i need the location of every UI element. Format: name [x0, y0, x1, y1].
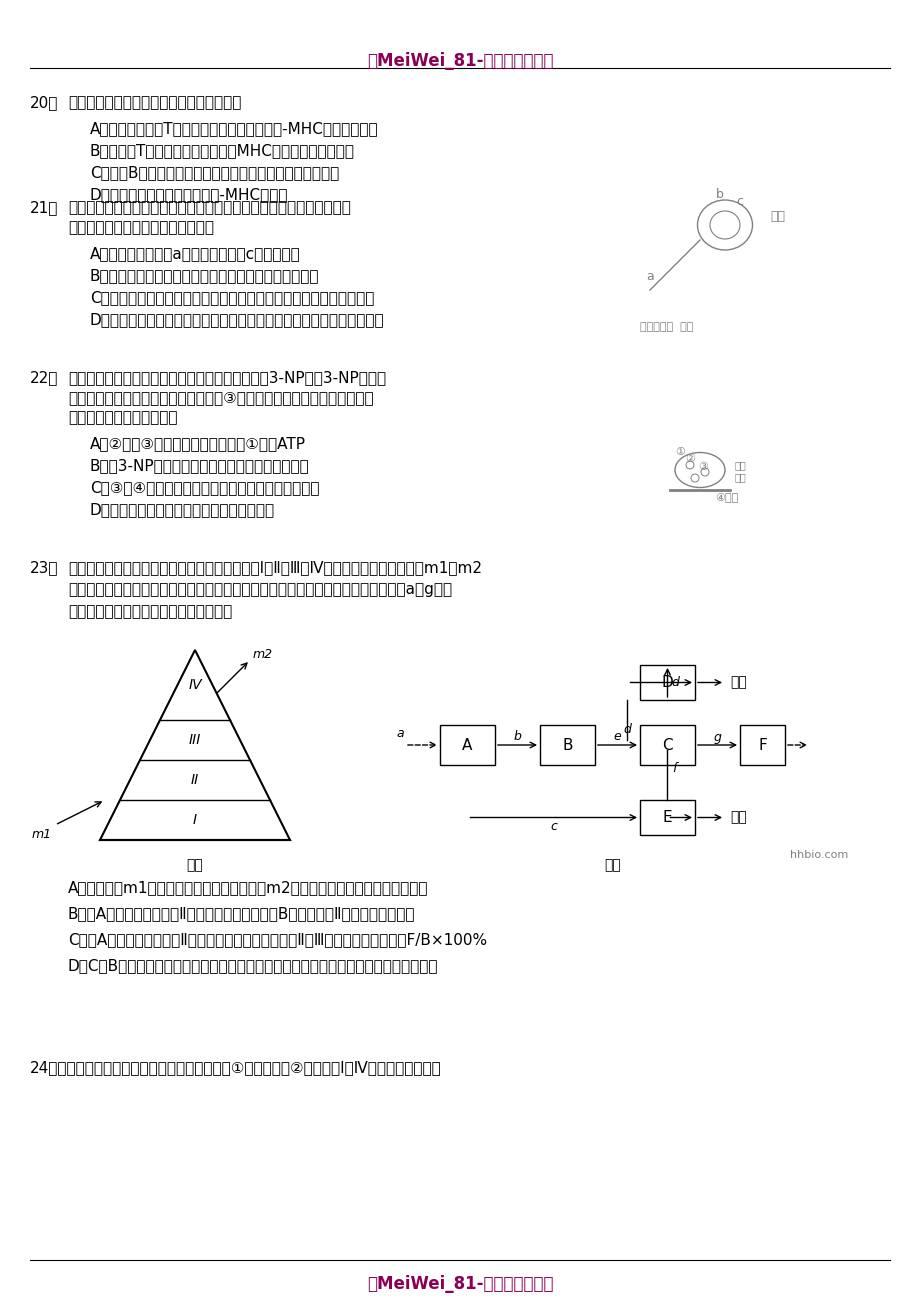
Text: f: f [672, 763, 676, 776]
Text: c: c [736, 195, 743, 208]
Text: F: F [757, 737, 766, 753]
Bar [539, 725, 595, 766]
Text: c: c [550, 819, 557, 832]
Text: 示意图。下列有关叙述正确的是（）: 示意图。下列有关叙述正确的是（） [68, 220, 214, 234]
Text: a: a [645, 270, 653, 283]
Text: A: A [462, 737, 472, 753]
Text: ④受体: ④受体 [714, 492, 737, 503]
Text: 解。下列说法正确的是（）: 解。下列说法正确的是（） [68, 410, 177, 424]
Text: 下列关于一些免疫细胞的叙述中，正确的是: 下列关于一些免疫细胞的叙述中，正确的是 [68, 95, 241, 109]
Text: b: b [715, 187, 723, 201]
Text: III: III [188, 733, 201, 747]
Text: hhbio.com: hhbio.com [789, 850, 847, 861]
Text: d: d [671, 676, 679, 689]
Bar [640, 799, 694, 835]
Text: D: D [661, 674, 673, 690]
Text: 24．用无特殊病原体的小鼠进行实验，过程如图①，结果如图②，实验中Ⅰ～Ⅳ组小鼠均感染细菌: 24．用无特殊病原体的小鼠进行实验，过程如图①，结果如图②，实验中Ⅰ～Ⅳ组小鼠均… [30, 1060, 441, 1075]
Text: C．足部突然受到伤害性刺激，随后产生痛觉属于神经系统的反射活动: C．足部突然受到伤害性刺激，随后产生痛觉属于神经系统的反射活动 [90, 290, 374, 305]
Text: B．若A表示图甲中营养级Ⅱ所摄入的全部能量，则B表示营养级Ⅱ同化固定的能量。: B．若A表示图甲中营养级Ⅱ所摄入的全部能量，则B表示营养级Ⅱ同化固定的能量。 [68, 906, 415, 921]
Text: C．成熟B淋巴细胞的致敏必须有蛋白质类抗原与膜抗体结合: C．成熟B淋巴细胞的致敏必须有蛋白质类抗原与膜抗体结合 [90, 165, 339, 180]
Text: D．胆碱酯酶的作用是降低突触后膜的兴奋性: D．胆碱酯酶的作用是降低突触后膜的兴奋性 [90, 503, 275, 517]
Text: IV: IV [188, 678, 201, 691]
Text: 20．: 20． [30, 95, 58, 109]
Text: C．③与④结合后，一定会导致突触后膜产生动作电位: C．③与④结合后，一定会导致突触后膜产生动作电位 [90, 480, 319, 495]
Text: A．图甲中，m1表示的生产者固定的太阳能，m2表示各营养级呼吸作用散失的热能: A．图甲中，m1表示的生产者固定的太阳能，m2表示各营养级呼吸作用散失的热能 [68, 880, 428, 894]
Bar [739, 725, 784, 766]
Text: 散失: 散失 [729, 676, 746, 690]
Bar [439, 725, 494, 766]
Text: ①: ① [675, 447, 685, 457]
Text: B: B [562, 737, 573, 753]
Text: b: b [513, 730, 521, 743]
Text: B．若3-NP作用于神经肌肉接头，可导致肌肉痉挛: B．若3-NP作用于神经肌肉接头，可导致肌肉痉挛 [90, 458, 310, 473]
Text: g: g [713, 730, 720, 743]
Text: A．②中的③从突触前膜释放不需要①提供ATP: A．②中的③从突触前膜释放不需要①提供ATP [90, 436, 306, 450]
Text: ③: ③ [698, 462, 708, 473]
Text: 脊髓: 脊髓 [769, 210, 784, 223]
Text: 胆碱酯酶的合成。如图表示突触结构，③表示乙酰胆碱，能够被胆碱酯酶分: 胆碱酯酶的合成。如图表示突触结构，③表示乙酰胆碱，能够被胆碱酯酶分 [68, 391, 373, 405]
Text: I: I [193, 812, 197, 827]
Text: 图甲为某湖泊生态系统的能量金字塔简图，其中Ⅰ、Ⅱ、Ⅲ、Ⅳ分别代表不同的营养级，m1、m2: 图甲为某湖泊生态系统的能量金字塔简图，其中Ⅰ、Ⅱ、Ⅲ、Ⅳ分别代表不同的营养级，m… [68, 560, 482, 575]
Text: D．C比B的能量少的原因主要是该营养级的遗体残骸中的能量被分解者利用而未传递下去: D．C比B的能量少的原因主要是该营养级的遗体残骸中的能量被分解者利用而未传递下去 [68, 958, 438, 973]
Bar [640, 725, 694, 766]
Text: d: d [623, 723, 630, 736]
Text: a: a [396, 727, 403, 740]
Text: A．效应细胞毒性T细胞只能对抗嵌有相应抗原-MHC复合体的细胞: A．效应细胞毒性T细胞只能对抗嵌有相应抗原-MHC复合体的细胞 [90, 121, 379, 135]
Text: 【MeiWei_81-优质适用文档】: 【MeiWei_81-优质适用文档】 [367, 52, 552, 70]
Text: m1: m1 [32, 828, 52, 841]
Text: 22．: 22． [30, 370, 58, 385]
Text: II: II [190, 773, 199, 786]
Text: 21．: 21． [30, 201, 58, 215]
Text: A．图示反射弧中，a是传出神经元，c为反射中枢: A．图示反射弧中，a是传出神经元，c为反射中枢 [90, 246, 301, 260]
Text: ②: ② [685, 454, 694, 464]
Text: B．伤害性刺激产生的信号需传到大脑皮层才会形成痛觉: B．伤害性刺激产生的信号需传到大脑皮层才会形成痛觉 [90, 268, 319, 283]
Text: 23．: 23． [30, 560, 59, 575]
Text: 散失: 散失 [729, 811, 746, 824]
Text: 某人行走时，足部突然受到伤害性刺激，迅速抬脚。右图为相关反射弧: 某人行走时，足部突然受到伤害性刺激，迅速抬脚。右图为相关反射弧 [68, 201, 350, 215]
Text: 图甲: 图甲 [187, 858, 203, 872]
Text: 甘蔗发霉时滋生的节菱孢霉菌能产生三硝基丙酸（3-NP），3-NP能抑制: 甘蔗发霉时滋生的节菱孢霉菌能产生三硝基丙酸（3-NP），3-NP能抑制 [68, 370, 386, 385]
Text: e: e [613, 730, 620, 743]
Text: 图乙: 图乙 [604, 858, 620, 872]
Text: 伤害性刺激  肌肉: 伤害性刺激 肌肉 [640, 322, 693, 332]
Text: D．当细菌感染足部伤口并出现脓液时，说明机体已启动特异性免疫反应: D．当细菌感染足部伤口并出现脓液时，说明机体已启动特异性免疫反应 [90, 312, 384, 327]
Text: 代表不同的能量形式。图乙表示能量流经该生态系统某一营养级的变化示意图，其中a～g表示: 代表不同的能量形式。图乙表示能量流经该生态系统某一营养级的变化示意图，其中a～g… [68, 582, 451, 598]
Text: 能量值的多少。请据图分析错误的是（）: 能量值的多少。请据图分析错误的是（） [68, 604, 232, 618]
Bar [640, 665, 694, 700]
Text: B．辅助性T淋巴细胞必须依赖自身MHC分子识别呈递的抗原: B．辅助性T淋巴细胞必须依赖自身MHC分子识别呈递的抗原 [90, 143, 355, 158]
Text: 【MeiWei_81-优质适用文档】: 【MeiWei_81-优质适用文档】 [367, 1275, 552, 1293]
Text: E: E [662, 810, 672, 825]
Text: 胆碱
酯酶: 胆碱 酯酶 [734, 461, 746, 482]
Text: C: C [662, 737, 672, 753]
Text: m2: m2 [253, 648, 273, 661]
Text: D．只有巨噬细胞才能呈递抗原-MHC复合体: D．只有巨噬细胞才能呈递抗原-MHC复合体 [90, 187, 289, 202]
Text: C．若A表示图甲中营养级Ⅱ所摄入的全部能量，营养级Ⅱ、Ⅲ间的能量传递效率是F/B×100%: C．若A表示图甲中营养级Ⅱ所摄入的全部能量，营养级Ⅱ、Ⅲ间的能量传递效率是F/B… [68, 932, 486, 947]
